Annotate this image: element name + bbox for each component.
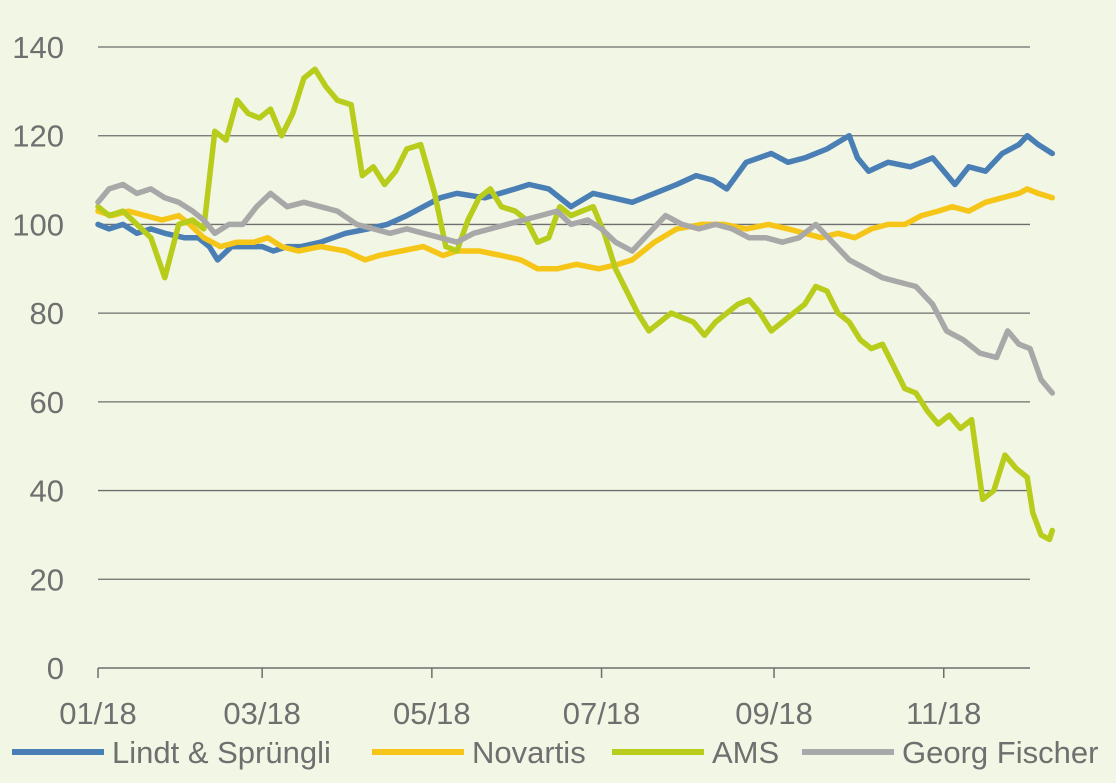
x-tick-label: 09/18 (735, 696, 813, 731)
series-line-1 (95, 186, 1056, 272)
series-line-0 (95, 132, 1056, 263)
y-tick-label: 100 (12, 207, 64, 242)
axes: 0 20 40 60 80 100 120 140 01/18 03/18 05/18 07/18 09… (12, 30, 1030, 731)
y-tick-label: 120 (12, 119, 64, 154)
y-tick-label: 60 (30, 385, 64, 420)
x-tick-label: 01/18 (59, 696, 137, 731)
x-tick-label: 07/18 (563, 696, 641, 731)
grid-lines (98, 46, 1030, 580)
legend-label: AMS (712, 735, 779, 770)
y-tick-label: 140 (12, 30, 64, 65)
series-lines (95, 66, 1056, 543)
legend-label: Novartis (472, 735, 586, 770)
y-tick-label: 20 (30, 562, 64, 597)
legend-label: Georg Fischer (902, 735, 1098, 770)
series-line-2 (95, 66, 1056, 543)
y-tick-label: 40 (30, 474, 64, 509)
y-tick-label: 80 (30, 296, 64, 331)
x-tick-label: 03/18 (223, 696, 301, 731)
legend-label: Lindt & Sprüngli (112, 735, 331, 770)
y-tick-label: 0 (47, 651, 64, 686)
x-tick-label: 11/18 (906, 696, 981, 731)
legend: Lindt & Sprüngli Novartis AMS Georg Fischer (12, 735, 1098, 770)
x-tick-label: 05/18 (393, 696, 471, 731)
series-line-3 (95, 181, 1056, 396)
